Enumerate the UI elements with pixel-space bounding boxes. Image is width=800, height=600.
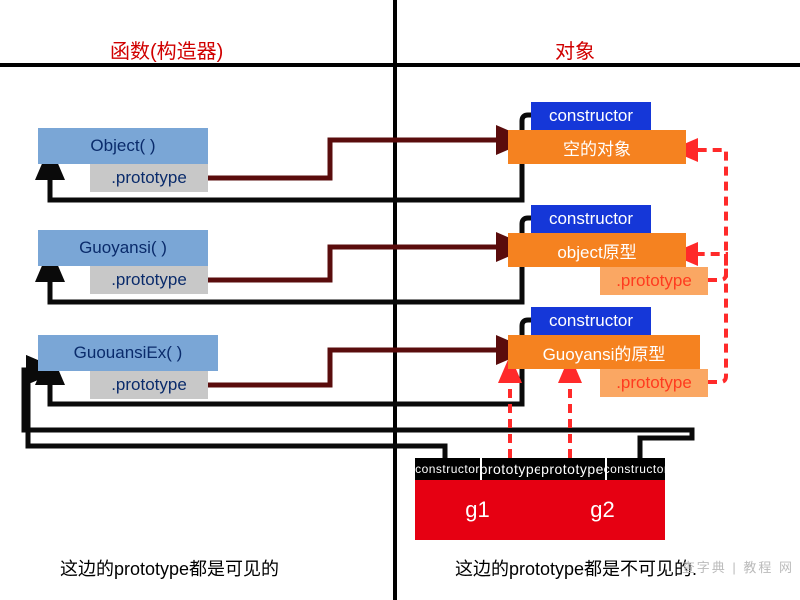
guoyansiex-constructor-box: GuouansiEx( ) (38, 335, 218, 371)
left-caption: 这边的prototype都是可见的 (60, 555, 279, 581)
guoyansi-proto-prototype: .prototype (600, 369, 708, 397)
guoyansi-constructor-box: Guoyansi( ) (38, 230, 208, 266)
g1-constructor-tag: constructor (415, 458, 480, 480)
object-proto-constructor: constructor (531, 205, 651, 233)
object-prototype-label: .prototype (90, 164, 208, 192)
empty-object-box: 空的对象 (508, 130, 686, 164)
g2-constructor-tag: constructor (607, 458, 665, 480)
g1-box: g1 (415, 480, 540, 540)
guoyansi-proto-box: Guoyansi的原型 (508, 335, 700, 369)
watermark: 查字典 | 教程 网 (682, 557, 794, 576)
diagram-arrows (0, 0, 800, 600)
guoyansi-proto-constructor: constructor (531, 307, 651, 335)
guoyansi-prototype-label: .prototype (90, 266, 208, 294)
g2-prototype-tag: prototype (540, 458, 605, 480)
object-proto-box: object原型 (508, 233, 686, 267)
empty-object-constructor: constructor (531, 102, 651, 130)
g1-prototype-tag: prototype (482, 458, 540, 480)
object-constructor-box: Object( ) (38, 128, 208, 164)
object-proto-prototype: .prototype (600, 267, 708, 295)
g2-box: g2 (540, 480, 665, 540)
right-caption: 这边的prototype都是不可见的. (455, 555, 697, 581)
guoyansiex-prototype-label: .prototype (90, 371, 208, 399)
